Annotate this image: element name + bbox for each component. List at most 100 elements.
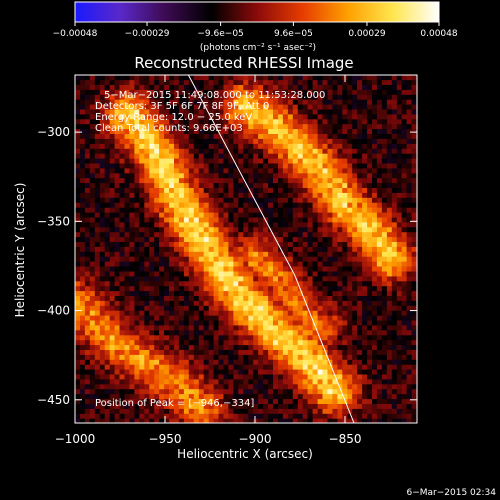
heatmap-cell bbox=[109, 202, 116, 208]
heatmap-cell bbox=[411, 388, 417, 395]
heatmap-cell bbox=[367, 329, 373, 336]
heatmap-cell bbox=[248, 162, 254, 169]
heatmap-cell bbox=[282, 324, 289, 331]
heatmap-cell bbox=[188, 339, 195, 346]
heatmap-cell bbox=[411, 324, 417, 331]
heatmap-cell bbox=[208, 113, 215, 120]
heatmap-cell bbox=[144, 212, 150, 218]
heatmap-cell bbox=[352, 305, 358, 311]
heatmap-cell bbox=[169, 261, 175, 267]
heatmap-cell bbox=[114, 261, 121, 267]
heatmap-cell bbox=[178, 148, 185, 154]
heatmap-cell bbox=[391, 334, 398, 341]
heatmap-cell bbox=[228, 89, 234, 95]
heatmap-cell bbox=[188, 418, 195, 423]
heatmap-cell bbox=[203, 319, 210, 326]
heatmap-cell bbox=[80, 207, 86, 213]
heatmap-cell bbox=[273, 212, 279, 218]
heatmap-cell bbox=[124, 84, 130, 90]
heatmap-cell bbox=[109, 231, 116, 238]
heatmap-cell bbox=[124, 128, 130, 134]
heatmap-cell bbox=[337, 216, 343, 223]
heatmap-cell bbox=[144, 84, 150, 90]
heatmap-cell bbox=[381, 295, 388, 301]
heatmap-cell bbox=[109, 339, 116, 346]
heatmap-cell bbox=[268, 280, 274, 287]
heatmap-cell bbox=[317, 383, 324, 390]
heatmap-cell bbox=[273, 118, 279, 125]
heatmap-cell bbox=[376, 373, 383, 380]
heatmap-cell bbox=[342, 251, 348, 257]
heatmap-cell bbox=[322, 158, 329, 164]
heatmap-cell bbox=[89, 99, 96, 105]
heatmap-cell bbox=[347, 113, 353, 120]
heatmap-cell bbox=[139, 123, 145, 130]
heatmap-cell bbox=[129, 310, 135, 316]
heatmap-cell bbox=[154, 275, 160, 282]
heatmap-cell bbox=[327, 197, 333, 203]
heatmap-cell bbox=[258, 143, 264, 149]
heatmap-cell bbox=[386, 113, 393, 120]
heatmap-cell bbox=[80, 315, 86, 321]
heatmap-cell bbox=[238, 344, 244, 350]
heatmap-cell bbox=[114, 388, 121, 395]
heatmap-cell bbox=[104, 202, 111, 208]
heatmap-cell bbox=[243, 177, 249, 184]
heatmap-cell bbox=[174, 261, 180, 267]
heatmap-cell bbox=[263, 315, 269, 321]
heatmap-cell bbox=[268, 182, 274, 188]
heatmap-cell bbox=[139, 295, 145, 301]
heatmap-cell bbox=[322, 79, 329, 85]
heatmap-cell bbox=[218, 226, 225, 233]
heatmap-cell bbox=[94, 167, 101, 174]
heatmap-cell bbox=[159, 256, 165, 262]
heatmap-cell bbox=[124, 295, 130, 301]
heatmap-cell bbox=[396, 290, 403, 296]
heatmap-cell bbox=[268, 75, 274, 81]
heatmap-cell bbox=[396, 143, 403, 149]
heatmap-cell bbox=[203, 310, 210, 316]
heatmap-cell bbox=[352, 413, 358, 419]
heatmap-cell bbox=[84, 310, 91, 316]
heatmap-cell bbox=[253, 266, 259, 272]
heatmap-cell bbox=[268, 216, 274, 223]
heatmap-cell bbox=[302, 202, 309, 208]
heatmap-cell bbox=[154, 118, 160, 125]
heatmap-cell bbox=[297, 182, 304, 188]
heatmap-cell bbox=[297, 99, 304, 105]
heatmap-cell bbox=[317, 99, 324, 105]
heatmap-cell bbox=[104, 197, 111, 203]
heatmap-cell bbox=[327, 84, 333, 90]
heatmap-cell bbox=[109, 305, 116, 311]
heatmap-cell bbox=[134, 75, 140, 81]
heatmap-cell bbox=[332, 158, 338, 164]
heatmap-cell bbox=[183, 329, 190, 336]
heatmap-cell bbox=[124, 75, 130, 81]
heatmap-cell bbox=[287, 143, 294, 149]
heatmap-cell bbox=[312, 408, 319, 414]
heatmap-cell bbox=[307, 256, 314, 262]
heatmap-cell bbox=[203, 212, 210, 218]
heatmap-cell bbox=[233, 192, 239, 198]
heatmap-cell bbox=[302, 251, 309, 257]
heatmap-cell bbox=[238, 148, 244, 154]
heatmap-cell bbox=[347, 295, 353, 301]
heatmap-cell bbox=[144, 256, 150, 262]
heatmap-cell bbox=[386, 261, 393, 267]
heatmap-cell bbox=[376, 334, 383, 341]
heatmap-cell bbox=[396, 197, 403, 203]
heatmap-cell bbox=[104, 84, 111, 90]
heatmap-cell bbox=[139, 285, 145, 292]
heatmap-cell bbox=[317, 364, 324, 370]
heatmap-cell bbox=[134, 192, 140, 198]
heatmap-cell bbox=[169, 251, 175, 257]
heatmap-cell bbox=[243, 290, 249, 296]
heatmap-cell bbox=[174, 153, 180, 159]
heatmap-cell bbox=[139, 275, 145, 282]
heatmap-cell bbox=[253, 305, 259, 311]
heatmap-cell bbox=[372, 369, 378, 375]
heatmap-cell bbox=[114, 285, 121, 292]
heatmap-cell bbox=[144, 403, 150, 409]
heatmap-cell bbox=[149, 212, 155, 218]
heatmap-cell bbox=[233, 280, 239, 287]
